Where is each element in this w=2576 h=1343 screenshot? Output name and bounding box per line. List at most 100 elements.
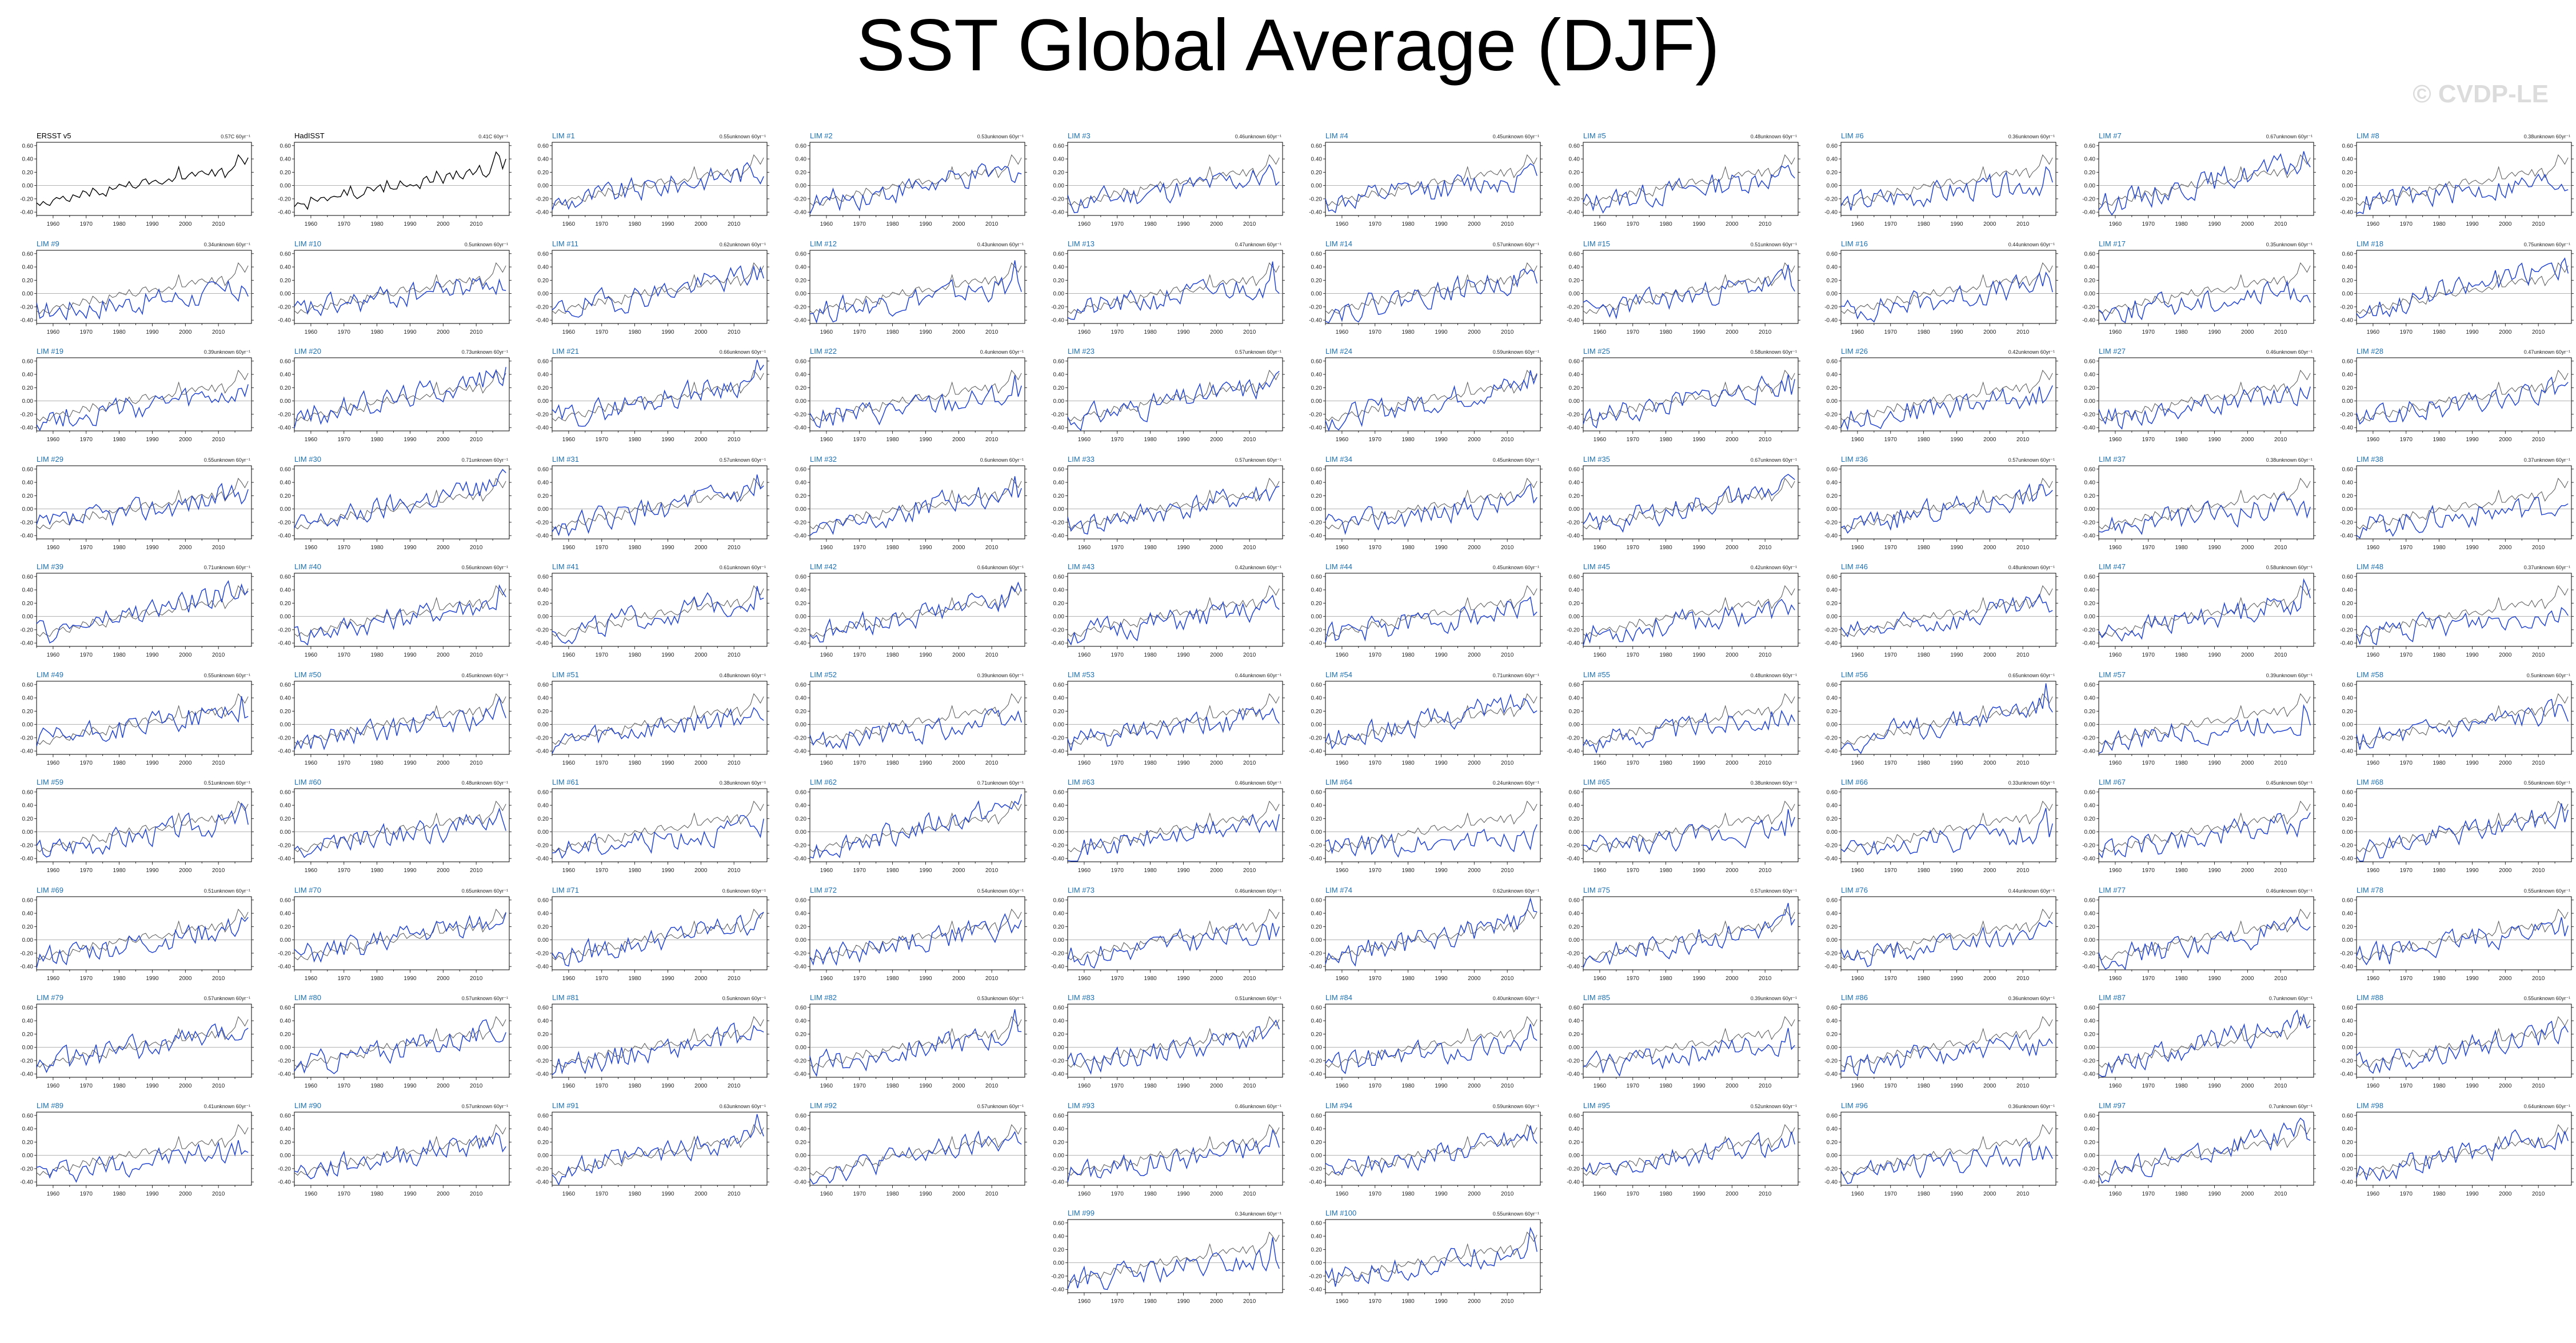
plot-frame bbox=[2356, 573, 2572, 647]
x-tick-label: 1970 bbox=[338, 437, 351, 443]
x-tick-label: 1960 bbox=[47, 221, 60, 227]
panel-svg: LIM #58 0.5unknown 60yr⁻¹0.600.400.200.00… bbox=[2340, 670, 2574, 766]
observed-reference-line bbox=[1840, 154, 2053, 206]
x-tick-label: 1980 bbox=[1144, 1191, 1157, 1197]
plot-frame bbox=[1840, 788, 2056, 862]
chart-panel: LIM #72 0.54unknown 60yr⁻¹ 0.60 0.40 0.20 0.0… bbox=[784, 883, 1029, 985]
chart-panel: LIM #99 0.34unknown 60yr⁻¹ 0.60 0.40 0.20 0.0… bbox=[1041, 1206, 1287, 1308]
panel-name: LIM #40 bbox=[294, 562, 321, 571]
model-series-line bbox=[36, 1023, 249, 1073]
y-tick-label: 0.40 bbox=[796, 587, 807, 594]
y-tick-label: 0.60 bbox=[1311, 143, 1323, 149]
x-tick-label: 1960 bbox=[1593, 329, 1607, 335]
x-tick-label: 2010 bbox=[2532, 545, 2545, 551]
y-tick-label: 0.40 bbox=[2084, 1018, 2096, 1025]
y-tick-label: 0.40 bbox=[1569, 1018, 1580, 1025]
x-tick-label: 2000 bbox=[1210, 1083, 1223, 1089]
y-tick-label: 0.00 bbox=[2342, 506, 2354, 513]
x-tick-label: 1970 bbox=[1369, 1298, 1382, 1305]
panel-svg: LIM #12 0.43unknown 60yr⁻¹0.600.400.200.0… bbox=[793, 239, 1027, 335]
y-tick-label: 0.60 bbox=[796, 897, 807, 904]
y-tick-label: 0.20 bbox=[1569, 601, 1580, 607]
y-tick-label: -0.40 bbox=[1051, 856, 1064, 862]
y-tick-label: -0.20 bbox=[536, 627, 549, 633]
y-tick-label: -0.20 bbox=[536, 304, 549, 310]
panel-trend: 0.46unknown 60yr⁻¹ bbox=[2266, 888, 2313, 894]
y-tick-label: -0.40 bbox=[536, 317, 549, 323]
plot-frame bbox=[2356, 896, 2572, 970]
y-tick-label: -0.40 bbox=[1567, 1179, 1580, 1185]
observed-reference-line bbox=[36, 693, 249, 745]
panel-trend: 0.48unknown 60yr⁻¹ bbox=[1751, 134, 1797, 139]
panel-trend: 0.57unknown 60yr⁻¹ bbox=[204, 996, 250, 1001]
x-tick-label: 1970 bbox=[338, 1191, 351, 1197]
panel-name: LIM #35 bbox=[1583, 455, 1610, 463]
y-tick-label: -0.40 bbox=[20, 748, 33, 754]
panel-trend: 0.40unknown 60yr⁻¹ bbox=[1493, 996, 1539, 1001]
observed-reference-line bbox=[2356, 908, 2569, 960]
observed-reference-line bbox=[1840, 908, 2053, 960]
plot-frame bbox=[2098, 357, 2314, 431]
model-series-line bbox=[294, 584, 506, 646]
y-tick-label: 0.00 bbox=[2084, 506, 2096, 513]
y-tick-label: -0.40 bbox=[278, 964, 291, 970]
x-tick-label: 1970 bbox=[1884, 976, 1898, 982]
y-tick-label: 0.20 bbox=[2084, 924, 2096, 930]
model-series-line bbox=[1840, 271, 2053, 322]
panel-svg: LIM #25 0.58unknown 60yr⁻¹0.600.400.200.0… bbox=[1567, 347, 1800, 443]
y-tick-label: -0.40 bbox=[1824, 1072, 1838, 1078]
y-tick-label: -0.20 bbox=[536, 842, 549, 849]
panel-trend: 0.42unknown 60yr⁻¹ bbox=[1751, 565, 1797, 570]
panel-trend: 0.57unknown 60yr⁻¹ bbox=[462, 1104, 508, 1109]
panel-name: LIM #77 bbox=[2099, 886, 2126, 894]
y-tick-label: 0.00 bbox=[1311, 183, 1323, 189]
y-tick-label: 0.00 bbox=[2084, 398, 2096, 405]
chart-panel: LIM #31 0.57unknown 60yr⁻¹ 0.60 0.40 0.20 0.0… bbox=[526, 452, 772, 554]
x-tick-label: 2000 bbox=[1468, 652, 1481, 658]
x-tick-label: 1970 bbox=[596, 545, 609, 551]
panel-svg: LIM #55 0.48unknown 60yr⁻¹0.600.400.200.0… bbox=[1567, 670, 1800, 766]
x-tick-label: 1990 bbox=[146, 760, 159, 766]
y-tick-label: -0.20 bbox=[793, 1166, 806, 1172]
observed-reference-line bbox=[552, 477, 764, 529]
x-tick-label: 2010 bbox=[2016, 1191, 2030, 1197]
plot-frame bbox=[36, 573, 252, 647]
y-tick-label: -0.20 bbox=[1567, 735, 1580, 741]
y-tick-label: 0.60 bbox=[2342, 143, 2354, 149]
chart-panel: LIM #35 0.67unknown 60yr⁻¹ 0.60 0.40 0.20 0.0… bbox=[1557, 452, 1803, 554]
y-tick-label: -0.20 bbox=[1567, 950, 1580, 957]
x-tick-label: 2000 bbox=[2499, 1191, 2512, 1197]
y-tick-label: 0.20 bbox=[1569, 1139, 1580, 1145]
panel-svg: LIM #69 0.51unknown 60yr⁻¹0.600.400.200.0… bbox=[20, 886, 254, 982]
observed-reference-line bbox=[552, 908, 764, 960]
observed-reference-line bbox=[36, 370, 249, 422]
model-series-line bbox=[1840, 166, 2053, 211]
panel-trend: 0.5unknown 60yr⁻¹ bbox=[2527, 673, 2570, 678]
panel-trend: 0.51unknown 60yr⁻¹ bbox=[1235, 996, 1281, 1001]
y-tick-label: 0.40 bbox=[1053, 157, 1065, 163]
x-tick-label: 2010 bbox=[985, 329, 999, 335]
x-tick-label: 2000 bbox=[1468, 1191, 1481, 1197]
y-tick-label: 0.00 bbox=[1827, 506, 1838, 513]
chart-panel: LIM #6 0.36unknown 60yr⁻¹ 0.60 0.40 0.20 0.00… bbox=[1815, 129, 2060, 230]
x-tick-label: 1970 bbox=[80, 329, 93, 335]
y-tick-label: 0.60 bbox=[1569, 1005, 1580, 1011]
y-tick-label: 0.60 bbox=[1311, 1220, 1323, 1226]
chart-panel: LIM #41 0.61unknown 60yr⁻¹ 0.60 0.40 0.20 0.0… bbox=[526, 559, 772, 661]
x-tick-label: 1960 bbox=[1078, 976, 1091, 982]
observed-reference-line bbox=[36, 262, 249, 314]
y-tick-label: -0.20 bbox=[536, 1166, 549, 1172]
x-tick-label: 1970 bbox=[2400, 760, 2413, 766]
x-tick-label: 2010 bbox=[2016, 545, 2030, 551]
y-tick-label: 0.20 bbox=[1311, 1139, 1323, 1145]
y-tick-label: 0.40 bbox=[2342, 1018, 2354, 1025]
y-tick-label: -0.40 bbox=[20, 317, 33, 323]
plot-frame bbox=[1067, 1219, 1283, 1293]
observed-reference-line bbox=[2356, 1124, 2569, 1176]
panel-trend: 0.75unknown 60yr⁻¹ bbox=[2524, 242, 2570, 247]
panel-svg: LIM #39 0.71unknown 60yr⁻¹0.600.400.200.0… bbox=[20, 562, 254, 658]
y-tick-label: 0.60 bbox=[22, 466, 34, 473]
x-tick-label: 2000 bbox=[1983, 1083, 1996, 1089]
y-tick-label: 0.40 bbox=[1311, 695, 1323, 701]
x-tick-label: 1990 bbox=[1692, 221, 1706, 227]
